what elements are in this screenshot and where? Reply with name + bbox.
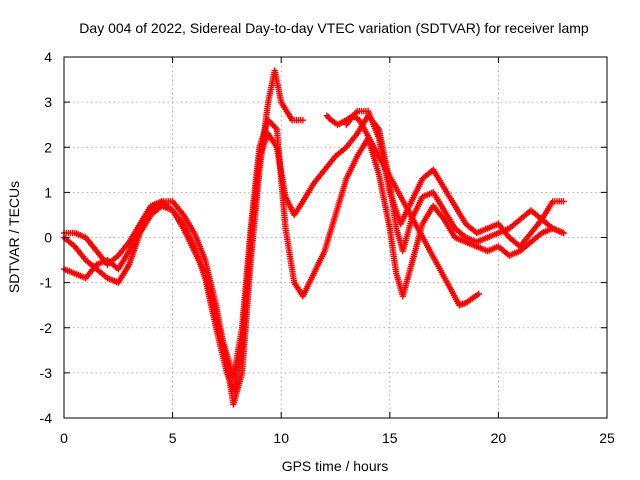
y-tick-label: -1 [40, 275, 53, 291]
y-tick-label: 0 [44, 230, 52, 246]
x-tick-label: 20 [491, 430, 507, 446]
x-tick-label: 0 [60, 430, 68, 446]
y-tick-labels: -4 -3 -2 -1 0 1 2 3 4 [40, 49, 53, 426]
data-point [299, 116, 307, 124]
x-tick-label: 10 [273, 430, 289, 446]
x-tick-labels: 0 5 10 15 20 25 [60, 430, 615, 446]
y-tick-label: -3 [40, 365, 53, 381]
x-tick-label: 15 [382, 430, 398, 446]
y-tick-label: 4 [44, 49, 52, 65]
y-axis-label: SDTVAR / TECUs [6, 181, 22, 293]
y-tick-label: 3 [44, 94, 52, 110]
data-point [475, 290, 483, 298]
y-tick-label: -2 [40, 320, 53, 336]
data-points [60, 67, 567, 408]
chart-title: Day 004 of 2022, Sidereal Day-to-day VTE… [79, 20, 589, 36]
y-tick-label: 1 [44, 184, 52, 200]
axis-ticks [63, 56, 608, 419]
y-tick-label: 2 [44, 139, 52, 155]
data-point [560, 198, 567, 205]
x-axis-label: GPS time / hours [282, 458, 389, 474]
x-tick-label: 5 [169, 430, 177, 446]
y-tick-label: -4 [40, 410, 53, 426]
data-point [560, 229, 567, 237]
x-tick-label: 25 [599, 430, 615, 446]
